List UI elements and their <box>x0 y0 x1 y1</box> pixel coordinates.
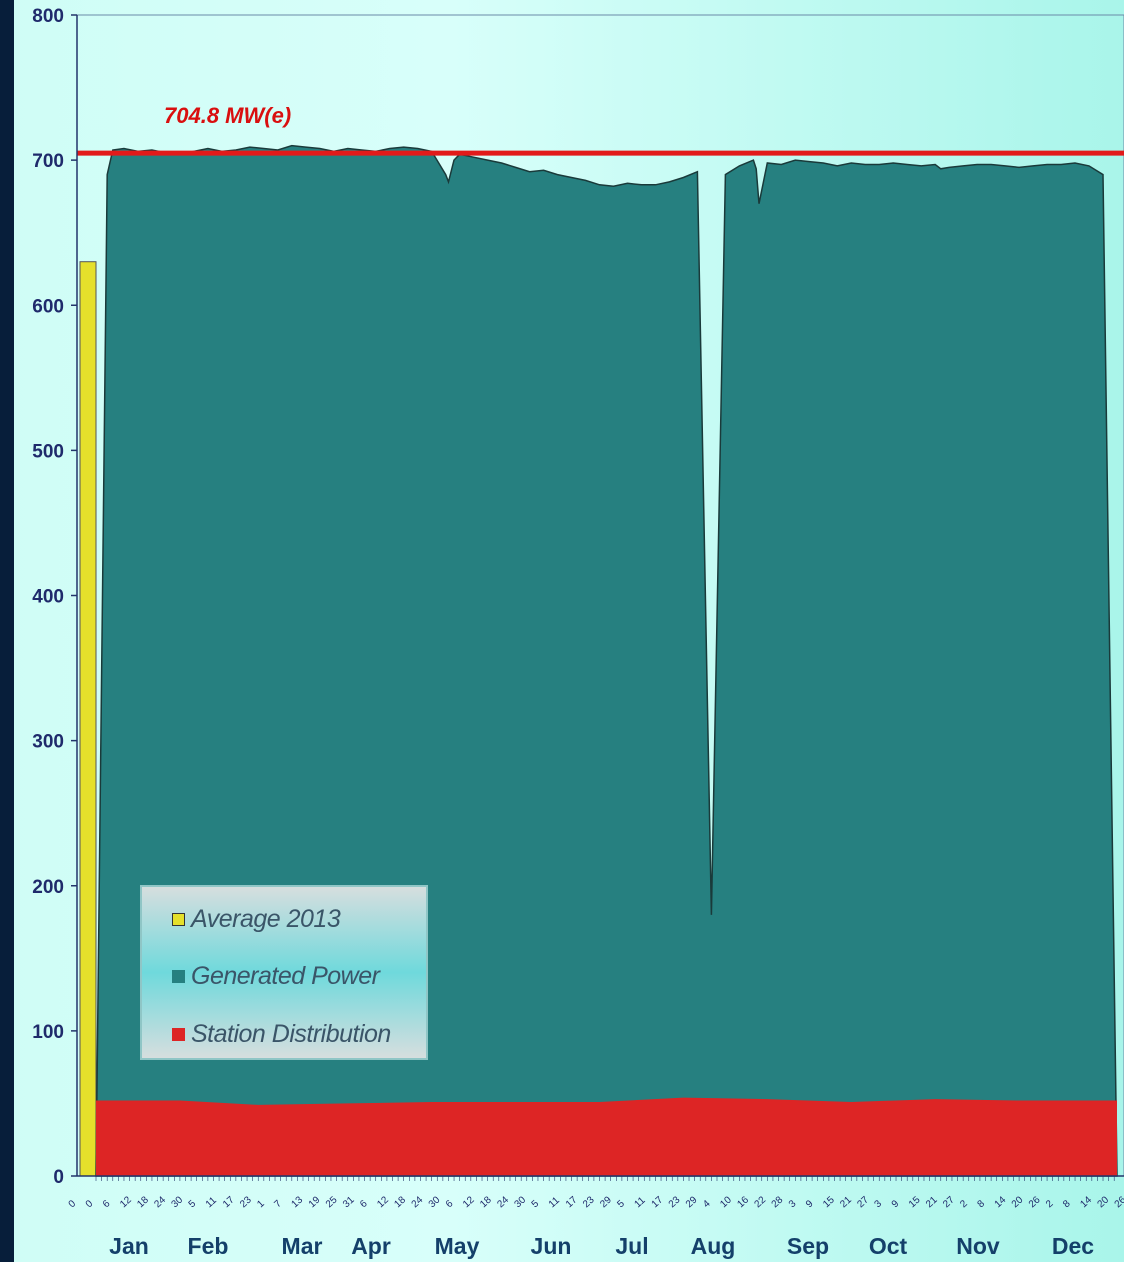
legend-label-station: Station Distribution <box>191 1020 391 1048</box>
legend: Average 2013 Generated Power Station Dis… <box>140 885 428 1060</box>
x-day-tick-label: 26 <box>1027 1194 1043 1210</box>
x-day-tick-label: 3 <box>787 1198 799 1210</box>
month-label: Dec <box>1052 1233 1094 1259</box>
x-day-tick-label: 17 <box>564 1194 580 1210</box>
month-label: Aug <box>691 1233 736 1259</box>
capacity-annotation: 704.8 MW(e) <box>164 103 291 128</box>
x-day-tick-label: 30 <box>170 1194 186 1210</box>
x-day-tick-label: 0 <box>67 1198 79 1210</box>
x-day-tick-label: 6 <box>101 1198 113 1210</box>
x-day-tick-label: 6 <box>358 1198 370 1210</box>
x-day-tick-label: 7 <box>272 1198 284 1210</box>
x-day-tick-label: 21 <box>924 1194 940 1210</box>
x-day-tick-label: 2 <box>958 1198 970 1210</box>
x-day-tick-label: 25 <box>324 1194 340 1210</box>
x-day-tick-label: 30 <box>512 1194 528 1210</box>
left-edge-bar <box>0 0 14 1262</box>
y-tick-label: 400 <box>32 587 64 608</box>
x-day-tick-label: 28 <box>770 1194 786 1210</box>
x-day-tick-label: 11 <box>633 1195 648 1210</box>
month-label: Jul <box>615 1233 648 1259</box>
month-label: Mar <box>282 1233 323 1259</box>
x-day-tick-label: 23 <box>667 1194 683 1210</box>
month-label: Feb <box>188 1233 229 1259</box>
x-day-tick-label: 26 <box>1113 1194 1124 1210</box>
x-day-tick-label: 29 <box>598 1194 614 1210</box>
month-label: Oct <box>869 1233 908 1259</box>
x-day-tick-label: 27 <box>855 1194 871 1210</box>
x-day-tick-label: 21 <box>838 1194 854 1210</box>
x-day-tick-label: 5 <box>615 1198 627 1210</box>
month-label: Sep <box>787 1233 829 1259</box>
x-day-tick-label: 9 <box>890 1198 902 1210</box>
legend-item-generated: Generated Power <box>172 962 380 991</box>
legend-item-average: Average 2013 <box>172 905 341 934</box>
x-day-tick-label: 12 <box>375 1194 391 1210</box>
x-day-tick-label: 12 <box>118 1194 134 1210</box>
y-tick-label: 500 <box>32 441 64 462</box>
x-day-tick-label: 16 <box>735 1194 751 1210</box>
x-day-tick-label: 15 <box>821 1194 837 1210</box>
x-day-tick-label: 30 <box>427 1194 443 1210</box>
y-tick-label: 800 <box>32 6 64 27</box>
x-day-tick-label: 23 <box>581 1194 597 1210</box>
month-label: Nov <box>956 1233 1000 1259</box>
x-day-tick-label: 27 <box>941 1194 957 1210</box>
x-day-tick-label: 24 <box>495 1194 511 1210</box>
x-day-tick-label: 4 <box>701 1198 713 1210</box>
month-label: May <box>435 1233 480 1259</box>
x-day-tick-label: 9 <box>804 1198 816 1210</box>
x-day-tick-label: 29 <box>684 1194 700 1210</box>
legend-label-generated: Generated Power <box>191 962 380 990</box>
x-day-tick-label: 20 <box>1010 1194 1026 1210</box>
x-day-tick-label: 20 <box>1095 1194 1111 1210</box>
y-tick-label: 0 <box>53 1167 64 1188</box>
y-tick-label: 300 <box>32 732 64 753</box>
month-label: Jan <box>109 1233 149 1259</box>
x-day-tick-label: 19 <box>307 1194 323 1210</box>
x-day-tick-label: 11 <box>204 1195 219 1210</box>
x-day-tick-label: 12 <box>461 1194 477 1210</box>
legend-label-average: Average 2013 <box>191 905 341 933</box>
x-day-tick-label: 8 <box>975 1198 987 1210</box>
legend-item-station: Station Distribution <box>172 1020 391 1049</box>
x-day-tick-label: 8 <box>1061 1198 1073 1210</box>
station-distribution-area <box>96 1097 1117 1176</box>
x-day-tick-label: 13 <box>290 1194 306 1210</box>
x-day-tick-label: 1 <box>255 1198 267 1210</box>
x-day-tick-label: 3 <box>873 1198 885 1210</box>
x-day-tick-label: 18 <box>392 1194 408 1210</box>
legend-swatch-station <box>172 1028 185 1041</box>
month-label: Jun <box>531 1233 572 1259</box>
x-day-tick-label: 10 <box>718 1194 734 1210</box>
x-day-tick-label: 22 <box>753 1194 769 1210</box>
average-bar <box>79 261 97 1177</box>
x-day-tick-label: 24 <box>152 1194 168 1210</box>
x-day-tick-label: 18 <box>478 1194 494 1210</box>
x-day-tick-label: 14 <box>1078 1194 1094 1210</box>
y-tick-label: 600 <box>32 296 64 317</box>
legend-swatch-generated <box>172 970 185 983</box>
x-day-tick-label: 2 <box>1044 1198 1056 1210</box>
x-day-tick-label: 24 <box>410 1194 426 1210</box>
x-day-tick-label: 0 <box>84 1198 96 1210</box>
x-day-tick-label: 17 <box>650 1194 666 1210</box>
x-day-tick-label: 11 <box>547 1195 562 1210</box>
y-tick-label: 700 <box>32 151 64 172</box>
x-day-tick-label: 23 <box>238 1194 254 1210</box>
y-tick-label: 200 <box>32 877 64 898</box>
x-day-tick-label: 31 <box>341 1194 357 1210</box>
y-tick-label: 100 <box>32 1022 64 1043</box>
x-day-tick-label: 15 <box>907 1194 923 1210</box>
x-day-tick-label: 5 <box>530 1198 542 1210</box>
x-day-tick-label: 5 <box>187 1198 199 1210</box>
x-day-tick-label: 14 <box>993 1194 1009 1210</box>
x-day-tick-label: 17 <box>221 1194 237 1210</box>
month-label: Apr <box>351 1233 391 1259</box>
x-day-tick-label: 18 <box>135 1194 151 1210</box>
legend-swatch-average <box>172 913 185 926</box>
x-day-tick-label: 6 <box>444 1198 456 1210</box>
